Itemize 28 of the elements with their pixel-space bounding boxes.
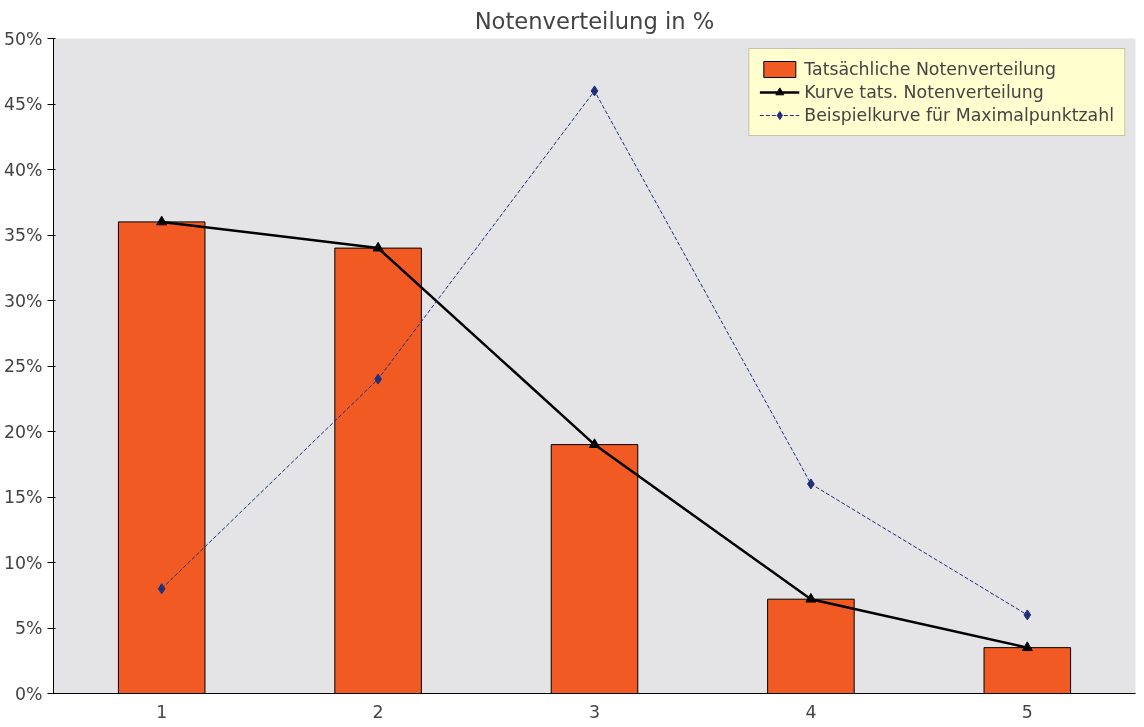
point xyxy=(589,438,600,448)
point xyxy=(805,592,817,603)
y-tick-label: 0% xyxy=(15,683,43,704)
y-tick-label: 50% xyxy=(3,28,43,49)
x-tick-label: 3 xyxy=(588,701,601,722)
point xyxy=(157,583,166,595)
legend-label: Tatsächliche Notenverteilung xyxy=(804,59,1056,79)
point xyxy=(372,241,384,252)
y-tick-label: 35% xyxy=(3,225,43,245)
point xyxy=(1021,641,1033,652)
point xyxy=(590,85,599,97)
point xyxy=(156,215,168,226)
chart-title: Notenverteilung in % xyxy=(474,7,715,34)
y-tick-label: 5% xyxy=(15,618,43,638)
y-tick-label: 15% xyxy=(3,487,43,507)
y-tick-label: 20% xyxy=(3,421,43,442)
x-tick-label: 4 xyxy=(805,701,817,722)
legend-label: Kurve tats. Notenverteilung xyxy=(804,82,1044,102)
legend-label: Beispielkurve für Maximalpunktzahl xyxy=(804,105,1114,125)
x-tick-label: 2 xyxy=(372,701,384,722)
y-tick-label: 25% xyxy=(3,356,43,376)
x-tick-label: 1 xyxy=(156,701,168,722)
x-tick-label: 5 xyxy=(1021,701,1033,722)
y-tick-label: 30% xyxy=(3,290,43,311)
point xyxy=(1023,609,1032,621)
y-tick-label: 45% xyxy=(3,94,43,114)
y-tick-label: 40% xyxy=(3,159,43,180)
y-tick-label: 10% xyxy=(3,552,43,573)
